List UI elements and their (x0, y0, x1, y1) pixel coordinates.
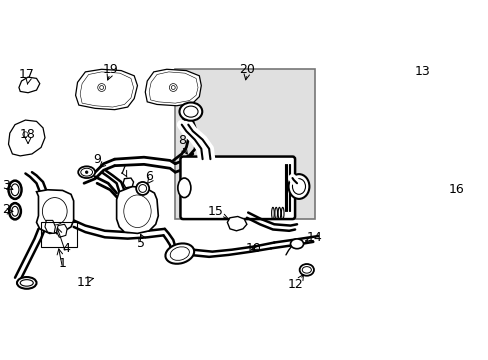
Ellipse shape (178, 178, 190, 198)
Ellipse shape (278, 207, 280, 219)
Ellipse shape (183, 106, 198, 117)
Ellipse shape (271, 207, 274, 219)
Text: 1: 1 (59, 257, 66, 270)
Text: 12: 12 (286, 278, 303, 291)
Circle shape (23, 132, 28, 137)
Ellipse shape (17, 277, 37, 289)
Ellipse shape (81, 168, 92, 176)
Ellipse shape (274, 207, 277, 219)
Ellipse shape (123, 195, 151, 228)
Ellipse shape (292, 179, 305, 194)
Polygon shape (227, 216, 246, 231)
Circle shape (136, 182, 149, 195)
Text: 15: 15 (207, 205, 223, 218)
Text: 7: 7 (119, 164, 127, 177)
Text: 6: 6 (145, 170, 153, 183)
Text: 19: 19 (102, 63, 118, 76)
Bar (175, 69, 315, 219)
Polygon shape (45, 220, 55, 233)
Ellipse shape (42, 198, 67, 225)
Ellipse shape (299, 264, 313, 276)
Polygon shape (19, 77, 40, 93)
Text: 20: 20 (239, 63, 254, 76)
Ellipse shape (281, 207, 284, 219)
Polygon shape (80, 72, 133, 107)
Circle shape (100, 86, 103, 90)
Text: 17: 17 (19, 68, 35, 81)
Text: 9: 9 (93, 153, 101, 166)
Text: 5: 5 (137, 237, 144, 250)
Circle shape (171, 86, 175, 90)
Ellipse shape (302, 267, 311, 273)
Text: 4: 4 (62, 242, 70, 255)
Bar (41, 222, 77, 247)
Polygon shape (37, 190, 74, 233)
Polygon shape (123, 178, 133, 188)
Ellipse shape (9, 203, 21, 219)
Polygon shape (8, 120, 45, 156)
Ellipse shape (165, 243, 194, 264)
Ellipse shape (12, 206, 18, 216)
Ellipse shape (78, 166, 95, 178)
Text: 8: 8 (178, 134, 185, 148)
Circle shape (98, 84, 105, 91)
Polygon shape (76, 69, 137, 110)
Circle shape (139, 185, 146, 192)
Polygon shape (117, 186, 158, 233)
Ellipse shape (288, 174, 309, 199)
Polygon shape (145, 69, 201, 106)
Ellipse shape (11, 184, 19, 195)
Text: 3: 3 (2, 179, 10, 192)
FancyBboxPatch shape (180, 157, 294, 219)
Circle shape (169, 84, 177, 91)
Circle shape (85, 171, 88, 174)
Text: 11: 11 (76, 276, 92, 289)
Ellipse shape (170, 247, 189, 260)
Ellipse shape (8, 181, 21, 199)
Text: 13: 13 (414, 66, 430, 78)
Text: 14: 14 (306, 231, 322, 244)
Text: 10: 10 (245, 242, 261, 255)
Ellipse shape (20, 280, 33, 286)
Ellipse shape (290, 239, 303, 249)
Text: 18: 18 (20, 128, 36, 141)
Text: 2: 2 (2, 203, 10, 216)
Ellipse shape (179, 103, 202, 121)
Polygon shape (149, 72, 198, 103)
Text: 16: 16 (448, 183, 464, 196)
Polygon shape (57, 224, 67, 237)
